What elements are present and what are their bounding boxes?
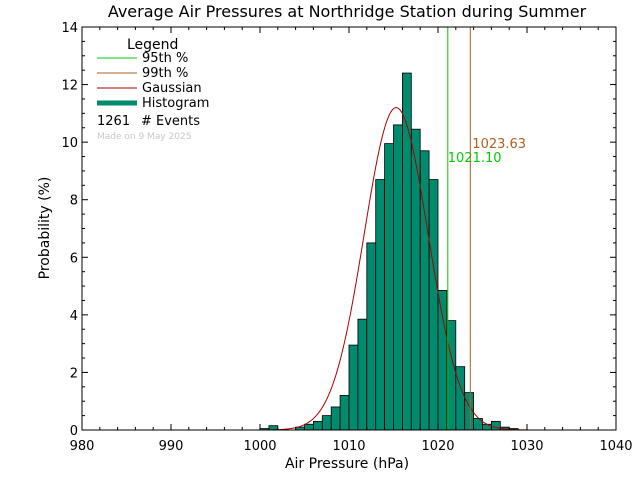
x-axis: 980 990 1000 1010 1020 1030 1040 bbox=[70, 27, 633, 454]
y-tick-label: 12 bbox=[61, 79, 78, 94]
y-tick-label: 6 bbox=[70, 251, 78, 266]
made-on-note: Made on 9 May 2025 bbox=[97, 132, 191, 142]
x-tick-label: 1000 bbox=[243, 439, 276, 454]
histogram-bar bbox=[437, 289, 448, 431]
y-axis-label: Probability (%) bbox=[37, 177, 53, 280]
percentile-value-label: 1023.63 bbox=[472, 137, 526, 152]
y-tick-label: 14 bbox=[61, 21, 78, 36]
histogram-bar bbox=[428, 179, 439, 431]
y-axis: 0 2 4 6 8 10 12 14 bbox=[61, 21, 616, 439]
histogram-bar bbox=[312, 420, 323, 431]
histogram-bar bbox=[393, 124, 403, 431]
histogram-bar bbox=[375, 179, 386, 431]
histogram-bar bbox=[321, 415, 332, 431]
histogram-bar bbox=[304, 423, 314, 431]
y-tick-label: 10 bbox=[61, 136, 78, 151]
histogram-bars bbox=[259, 72, 519, 431]
chart-title: Average Air Pressures at Northridge Stat… bbox=[108, 2, 587, 21]
histogram-bar bbox=[490, 420, 501, 431]
y-tick-label: 0 bbox=[70, 424, 78, 439]
x-tick-label: 1040 bbox=[599, 439, 632, 454]
histogram-bar bbox=[348, 344, 359, 431]
events-count: 1261 bbox=[97, 114, 130, 129]
histogram-bar bbox=[366, 242, 377, 431]
histogram-bar bbox=[339, 395, 350, 431]
events-label: # Events bbox=[141, 114, 200, 129]
legend-label: Histogram bbox=[142, 96, 209, 111]
histogram-bar bbox=[410, 128, 421, 431]
x-axis-label: Air Pressure (hPa) bbox=[285, 456, 409, 472]
legend-title: Legend bbox=[127, 37, 178, 53]
x-tick-label: 1010 bbox=[332, 439, 365, 454]
x-tick-label: 990 bbox=[159, 439, 184, 454]
y-tick-label: 4 bbox=[70, 309, 78, 324]
x-tick-label: 1020 bbox=[421, 439, 454, 454]
x-tick-label: 980 bbox=[70, 439, 95, 454]
legend-label: 95th % bbox=[142, 51, 188, 66]
histogram-bar bbox=[357, 318, 368, 431]
y-tick-label: 8 bbox=[70, 194, 78, 209]
legend-label: 99th % bbox=[142, 66, 188, 81]
y-tick-label: 2 bbox=[70, 366, 78, 381]
histogram-bar bbox=[384, 143, 394, 431]
percentile-value-label: 1021.10 bbox=[448, 151, 502, 166]
legend-label: Gaussian bbox=[142, 81, 202, 96]
x-tick-label: 1030 bbox=[510, 439, 543, 454]
histogram-bar bbox=[330, 406, 341, 431]
